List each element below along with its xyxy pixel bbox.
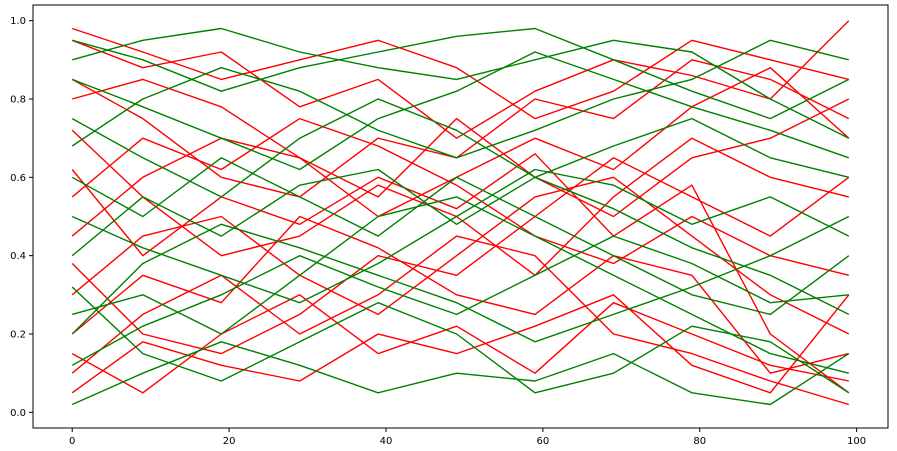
series-line-green-17 <box>71 341 850 406</box>
x-tick-label: 20 <box>223 436 236 447</box>
series-line-green-23 <box>71 39 849 159</box>
y-tick-label: 0.6 <box>10 173 26 184</box>
y-axis: 0.0 0.2 0.4 0.6 0.8 1.0 <box>10 16 33 419</box>
x-tick-label: 60 <box>536 436 549 447</box>
plot-frame <box>32 4 889 429</box>
series-line-red-11 <box>71 157 850 355</box>
series-line-red-8 <box>71 235 850 406</box>
x-tick-label: 0 <box>69 436 75 447</box>
series-line-red-2 <box>71 215 849 374</box>
y-tick-label: 0.4 <box>10 251 26 262</box>
x-axis: 0 20 40 60 80 100 <box>69 428 866 447</box>
series-line-green-19 <box>71 168 850 316</box>
series-line-red-3 <box>71 294 850 394</box>
series-line-green-16 <box>72 196 849 374</box>
series-layer <box>71 20 850 406</box>
series-line-green-18 <box>71 98 849 198</box>
series-line-green-26 <box>71 215 850 343</box>
series-line-green-25 <box>72 27 850 120</box>
x-tick-label: 80 <box>693 436 706 447</box>
series-line-green-24 <box>71 286 850 394</box>
series-line-red-13 <box>71 294 849 394</box>
series-line-red-9 <box>71 27 849 120</box>
x-tick-label: 40 <box>380 436 393 447</box>
series-line-red-1 <box>71 153 850 394</box>
series-line-green-20 <box>71 51 850 171</box>
y-tick-label: 0.2 <box>10 330 26 341</box>
y-tick-label: 0.8 <box>10 95 26 106</box>
series-line-red-6 <box>71 176 850 335</box>
series-line-red-10 <box>71 117 849 276</box>
series-line-red-0 <box>71 20 850 139</box>
series-line-green-14 <box>72 27 850 139</box>
series-line-green-15 <box>71 157 850 316</box>
y-tick-label: 1.0 <box>10 16 26 27</box>
y-tick-label: 0.0 <box>10 408 26 419</box>
series-line-green-22 <box>71 168 850 304</box>
x-tick-label: 100 <box>847 436 866 447</box>
